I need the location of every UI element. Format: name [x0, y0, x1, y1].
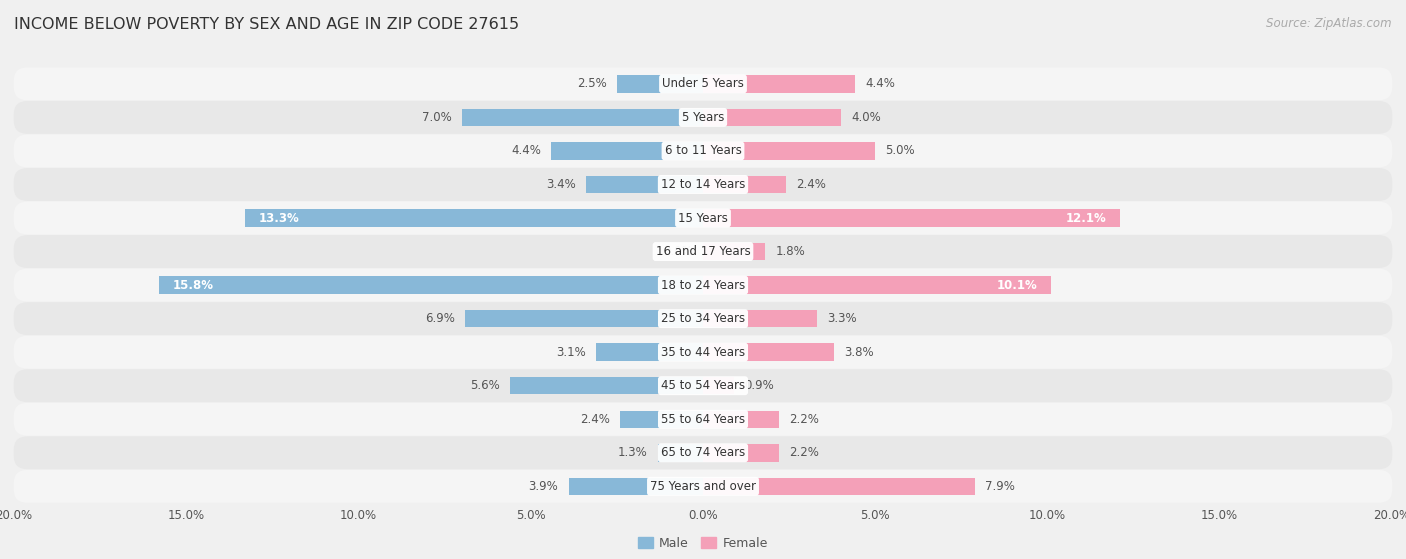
Text: 45 to 54 Years: 45 to 54 Years	[661, 379, 745, 392]
Text: 0.9%: 0.9%	[744, 379, 775, 392]
Text: 7.0%: 7.0%	[422, 111, 451, 124]
FancyBboxPatch shape	[14, 470, 1392, 503]
Bar	[510, 377, 703, 395]
Bar	[703, 243, 765, 260]
Bar	[703, 276, 1050, 294]
Text: INCOME BELOW POVERTY BY SEX AND AGE IN ZIP CODE 27615: INCOME BELOW POVERTY BY SEX AND AGE IN Z…	[14, 17, 519, 32]
Text: 75 Years and over: 75 Years and over	[650, 480, 756, 493]
Bar	[703, 444, 779, 462]
FancyBboxPatch shape	[14, 235, 1392, 268]
Bar	[703, 477, 976, 495]
FancyBboxPatch shape	[14, 168, 1392, 201]
FancyBboxPatch shape	[14, 135, 1392, 167]
Text: 2.4%: 2.4%	[581, 413, 610, 426]
Text: 6.9%: 6.9%	[425, 312, 456, 325]
Bar	[245, 209, 703, 227]
Bar	[568, 477, 703, 495]
Text: 12.1%: 12.1%	[1066, 211, 1107, 225]
Text: 65 to 74 Years: 65 to 74 Years	[661, 446, 745, 459]
Text: 4.4%: 4.4%	[865, 77, 894, 91]
Text: 5.6%: 5.6%	[470, 379, 499, 392]
FancyBboxPatch shape	[14, 369, 1392, 402]
Text: 3.8%: 3.8%	[844, 345, 875, 359]
Text: 4.0%: 4.0%	[851, 111, 882, 124]
Bar	[703, 310, 817, 328]
Bar	[703, 75, 855, 93]
Text: 2.2%: 2.2%	[789, 413, 818, 426]
Text: 5.0%: 5.0%	[886, 144, 915, 158]
Text: 2.2%: 2.2%	[789, 446, 818, 459]
Text: Under 5 Years: Under 5 Years	[662, 77, 744, 91]
Legend: Male, Female: Male, Female	[634, 533, 772, 553]
Text: 3.4%: 3.4%	[546, 178, 575, 191]
Bar	[596, 343, 703, 361]
Text: 4.4%: 4.4%	[512, 144, 541, 158]
Text: 7.9%: 7.9%	[986, 480, 1015, 493]
FancyBboxPatch shape	[14, 101, 1392, 134]
Bar	[658, 444, 703, 462]
Bar	[620, 410, 703, 428]
Text: 15.8%: 15.8%	[173, 278, 214, 292]
Bar	[461, 108, 703, 126]
Bar	[159, 276, 703, 294]
Text: 5 Years: 5 Years	[682, 111, 724, 124]
Bar	[586, 176, 703, 193]
FancyBboxPatch shape	[14, 437, 1392, 469]
Text: 1.3%: 1.3%	[619, 446, 648, 459]
Bar	[465, 310, 703, 328]
FancyBboxPatch shape	[14, 68, 1392, 100]
Bar	[703, 343, 834, 361]
Text: 16 and 17 Years: 16 and 17 Years	[655, 245, 751, 258]
Bar	[703, 410, 779, 428]
Text: 3.9%: 3.9%	[529, 480, 558, 493]
Text: 10.1%: 10.1%	[997, 278, 1038, 292]
Text: 25 to 34 Years: 25 to 34 Years	[661, 312, 745, 325]
Text: Source: ZipAtlas.com: Source: ZipAtlas.com	[1267, 17, 1392, 30]
FancyBboxPatch shape	[14, 336, 1392, 368]
Bar	[551, 142, 703, 160]
Text: 55 to 64 Years: 55 to 64 Years	[661, 413, 745, 426]
Text: 12 to 14 Years: 12 to 14 Years	[661, 178, 745, 191]
Bar	[703, 108, 841, 126]
Text: 15 Years: 15 Years	[678, 211, 728, 225]
Text: 2.4%: 2.4%	[796, 178, 825, 191]
FancyBboxPatch shape	[14, 202, 1392, 234]
Text: 6 to 11 Years: 6 to 11 Years	[665, 144, 741, 158]
Text: 0.0%: 0.0%	[664, 245, 693, 258]
Bar	[703, 142, 875, 160]
Bar	[703, 209, 1119, 227]
Text: 1.8%: 1.8%	[775, 245, 806, 258]
Text: 3.1%: 3.1%	[557, 345, 586, 359]
Bar	[617, 75, 703, 93]
Bar	[703, 377, 734, 395]
Text: 35 to 44 Years: 35 to 44 Years	[661, 345, 745, 359]
FancyBboxPatch shape	[14, 269, 1392, 301]
Text: 13.3%: 13.3%	[259, 211, 299, 225]
Bar	[703, 176, 786, 193]
FancyBboxPatch shape	[14, 302, 1392, 335]
Text: 3.3%: 3.3%	[827, 312, 856, 325]
Text: 18 to 24 Years: 18 to 24 Years	[661, 278, 745, 292]
Text: 2.5%: 2.5%	[576, 77, 606, 91]
FancyBboxPatch shape	[14, 403, 1392, 435]
